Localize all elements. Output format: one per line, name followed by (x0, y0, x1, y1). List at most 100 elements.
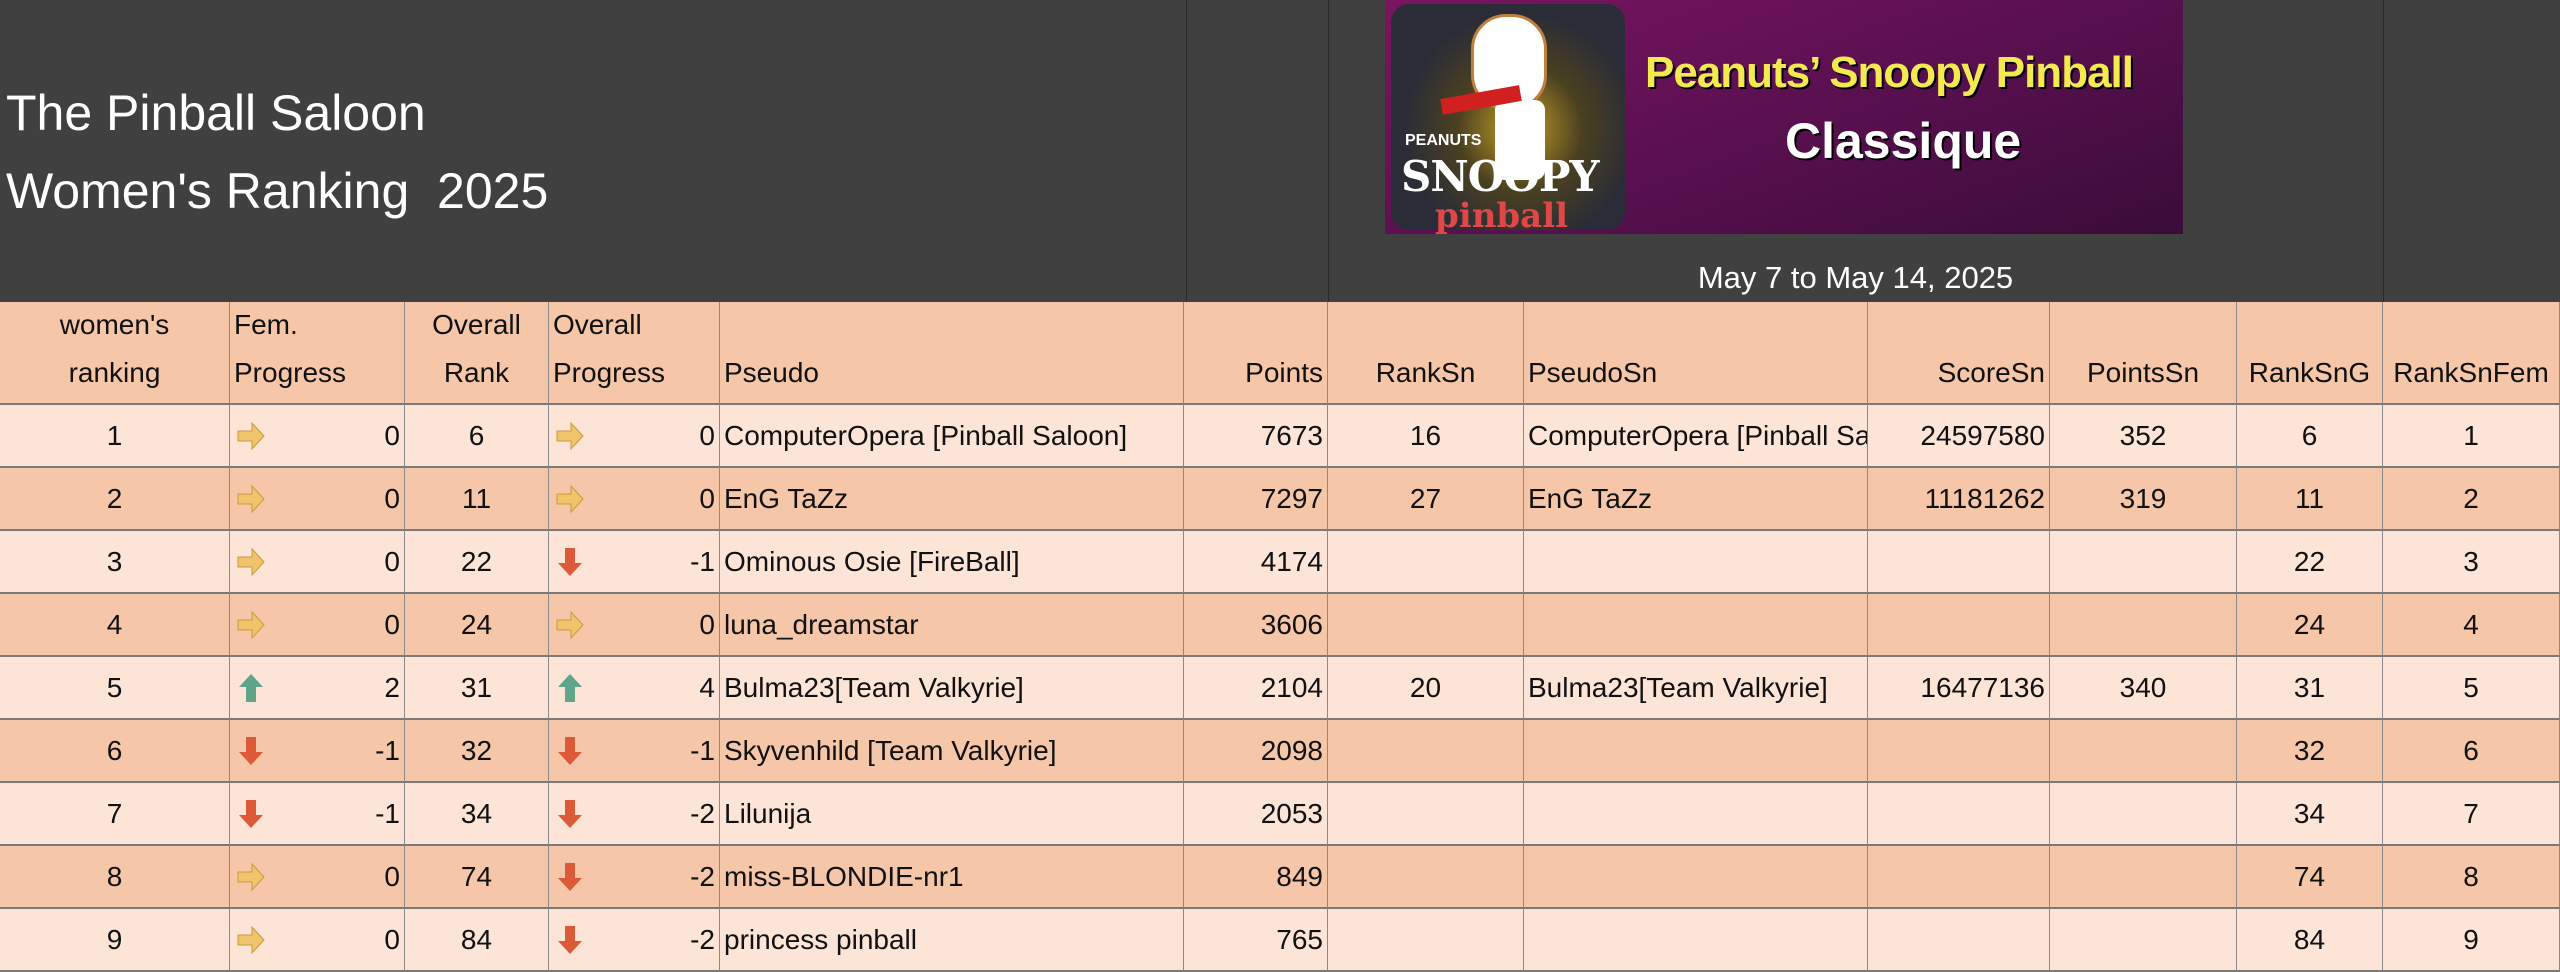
cell-score-sn[interactable] (1868, 531, 2050, 594)
cell-points[interactable]: 849 (1184, 846, 1328, 909)
column-header-rank-sn-fem[interactable]: RankSnFem (2383, 302, 2560, 405)
cell-pseudo[interactable]: Lilunija (720, 783, 1184, 846)
cell-overall-rank[interactable]: 24 (405, 594, 549, 657)
cell-rank-sn-fem[interactable]: 7 (2383, 783, 2560, 846)
cell-pseudo[interactable]: Skyvenhild [Team Valkyrie] (720, 720, 1184, 783)
cell-womens-ranking[interactable]: 8 (0, 846, 230, 909)
cell-points[interactable]: 7673 (1184, 405, 1328, 468)
cell-overall-progress[interactable]: -2 (549, 846, 720, 909)
cell-fem-progress[interactable]: 0 (230, 468, 405, 531)
cell-points-sn[interactable]: 352 (2050, 405, 2237, 468)
cell-overall-progress[interactable]: -1 (549, 720, 720, 783)
cell-pseudo[interactable]: miss-BLONDIE-nr1 (720, 846, 1184, 909)
column-header-overall-progress[interactable]: Overall Progress (549, 302, 720, 405)
cell-points-sn[interactable] (2050, 783, 2237, 846)
cell-fem-progress[interactable]: 0 (230, 846, 405, 909)
cell-points[interactable]: 3606 (1184, 594, 1328, 657)
cell-rank-sng[interactable]: 22 (2237, 531, 2383, 594)
cell-rank-sng[interactable]: 24 (2237, 594, 2383, 657)
column-header-rank-sng[interactable]: RankSnG (2237, 302, 2383, 405)
cell-pseudo[interactable]: ComputerOpera [Pinball Saloon] (720, 405, 1184, 468)
cell-points-sn[interactable]: 319 (2050, 468, 2237, 531)
cell-points[interactable]: 4174 (1184, 531, 1328, 594)
cell-womens-ranking[interactable]: 7 (0, 783, 230, 846)
cell-rank-sn-fem[interactable]: 8 (2383, 846, 2560, 909)
column-header-fem-progress[interactable]: Fem. Progress (230, 302, 405, 405)
cell-points[interactable]: 765 (1184, 909, 1328, 972)
cell-rank-sn-fem[interactable]: 9 (2383, 909, 2560, 972)
column-header-pseudo-sn[interactable]: PseudoSn (1524, 302, 1868, 405)
cell-rank-sn[interactable]: 20 (1328, 657, 1524, 720)
cell-overall-rank[interactable]: 32 (405, 720, 549, 783)
cell-pseudo-sn[interactable] (1524, 720, 1868, 783)
cell-rank-sng[interactable]: 32 (2237, 720, 2383, 783)
cell-rank-sn[interactable] (1328, 783, 1524, 846)
cell-womens-ranking[interactable]: 5 (0, 657, 230, 720)
cell-score-sn[interactable]: 24597580 (1868, 405, 2050, 468)
cell-pseudo[interactable]: luna_dreamstar (720, 594, 1184, 657)
cell-fem-progress[interactable]: -1 (230, 783, 405, 846)
cell-womens-ranking[interactable]: 6 (0, 720, 230, 783)
cell-overall-progress[interactable]: 0 (549, 468, 720, 531)
cell-overall-rank[interactable]: 22 (405, 531, 549, 594)
column-header-points[interactable]: Points (1184, 302, 1328, 405)
cell-rank-sng[interactable]: 11 (2237, 468, 2383, 531)
cell-fem-progress[interactable]: 0 (230, 531, 405, 594)
cell-score-sn[interactable]: 11181262 (1868, 468, 2050, 531)
cell-pseudo-sn[interactable]: Bulma23[Team Valkyrie] (1524, 657, 1868, 720)
cell-womens-ranking[interactable]: 4 (0, 594, 230, 657)
cell-points[interactable]: 2098 (1184, 720, 1328, 783)
cell-rank-sn[interactable] (1328, 846, 1524, 909)
cell-pseudo[interactable]: Bulma23[Team Valkyrie] (720, 657, 1184, 720)
cell-pseudo-sn[interactable] (1524, 594, 1868, 657)
column-header-points-sn[interactable]: PointsSn (2050, 302, 2237, 405)
cell-pseudo-sn[interactable] (1524, 846, 1868, 909)
cell-overall-rank[interactable]: 11 (405, 468, 549, 531)
cell-rank-sn-fem[interactable]: 2 (2383, 468, 2560, 531)
cell-overall-progress[interactable]: -2 (549, 783, 720, 846)
cell-score-sn[interactable] (1868, 846, 2050, 909)
cell-overall-progress[interactable]: -1 (549, 531, 720, 594)
cell-pseudo-sn[interactable]: EnG TaZz (1524, 468, 1868, 531)
cell-rank-sn[interactable]: 16 (1328, 405, 1524, 468)
cell-womens-ranking[interactable]: 2 (0, 468, 230, 531)
cell-pseudo-sn[interactable] (1524, 783, 1868, 846)
cell-points[interactable]: 2104 (1184, 657, 1328, 720)
cell-overall-rank[interactable]: 6 (405, 405, 549, 468)
cell-rank-sn[interactable] (1328, 720, 1524, 783)
cell-points-sn[interactable]: 340 (2050, 657, 2237, 720)
cell-pseudo[interactable]: princess pinball (720, 909, 1184, 972)
cell-points-sn[interactable] (2050, 846, 2237, 909)
cell-rank-sn-fem[interactable]: 5 (2383, 657, 2560, 720)
cell-score-sn[interactable] (1868, 720, 2050, 783)
cell-rank-sn-fem[interactable]: 4 (2383, 594, 2560, 657)
column-header-rank-sn[interactable]: RankSn (1328, 302, 1524, 405)
cell-overall-rank[interactable]: 84 (405, 909, 549, 972)
cell-womens-ranking[interactable]: 3 (0, 531, 230, 594)
cell-rank-sng[interactable]: 74 (2237, 846, 2383, 909)
cell-pseudo[interactable]: EnG TaZz (720, 468, 1184, 531)
cell-rank-sng[interactable]: 6 (2237, 405, 2383, 468)
cell-overall-rank[interactable]: 74 (405, 846, 549, 909)
cell-overall-rank[interactable]: 31 (405, 657, 549, 720)
cell-score-sn[interactable] (1868, 909, 2050, 972)
cell-rank-sng[interactable]: 31 (2237, 657, 2383, 720)
cell-fem-progress[interactable]: 0 (230, 405, 405, 468)
column-header-score-sn[interactable]: ScoreSn (1868, 302, 2050, 405)
cell-rank-sn[interactable]: 27 (1328, 468, 1524, 531)
column-header-womens-ranking[interactable]: women's ranking (0, 302, 230, 405)
cell-points[interactable]: 2053 (1184, 783, 1328, 846)
cell-rank-sn-fem[interactable]: 6 (2383, 720, 2560, 783)
cell-points-sn[interactable] (2050, 594, 2237, 657)
cell-rank-sn-fem[interactable]: 1 (2383, 405, 2560, 468)
cell-rank-sn[interactable] (1328, 531, 1524, 594)
cell-rank-sn-fem[interactable]: 3 (2383, 531, 2560, 594)
cell-points[interactable]: 7297 (1184, 468, 1328, 531)
cell-score-sn[interactable]: 16477136 (1868, 657, 2050, 720)
cell-fem-progress[interactable]: -1 (230, 720, 405, 783)
cell-overall-progress[interactable]: 0 (549, 594, 720, 657)
column-header-pseudo[interactable]: Pseudo (720, 302, 1184, 405)
cell-rank-sng[interactable]: 34 (2237, 783, 2383, 846)
cell-points-sn[interactable] (2050, 720, 2237, 783)
column-header-overall-rank[interactable]: Overall Rank (405, 302, 549, 405)
